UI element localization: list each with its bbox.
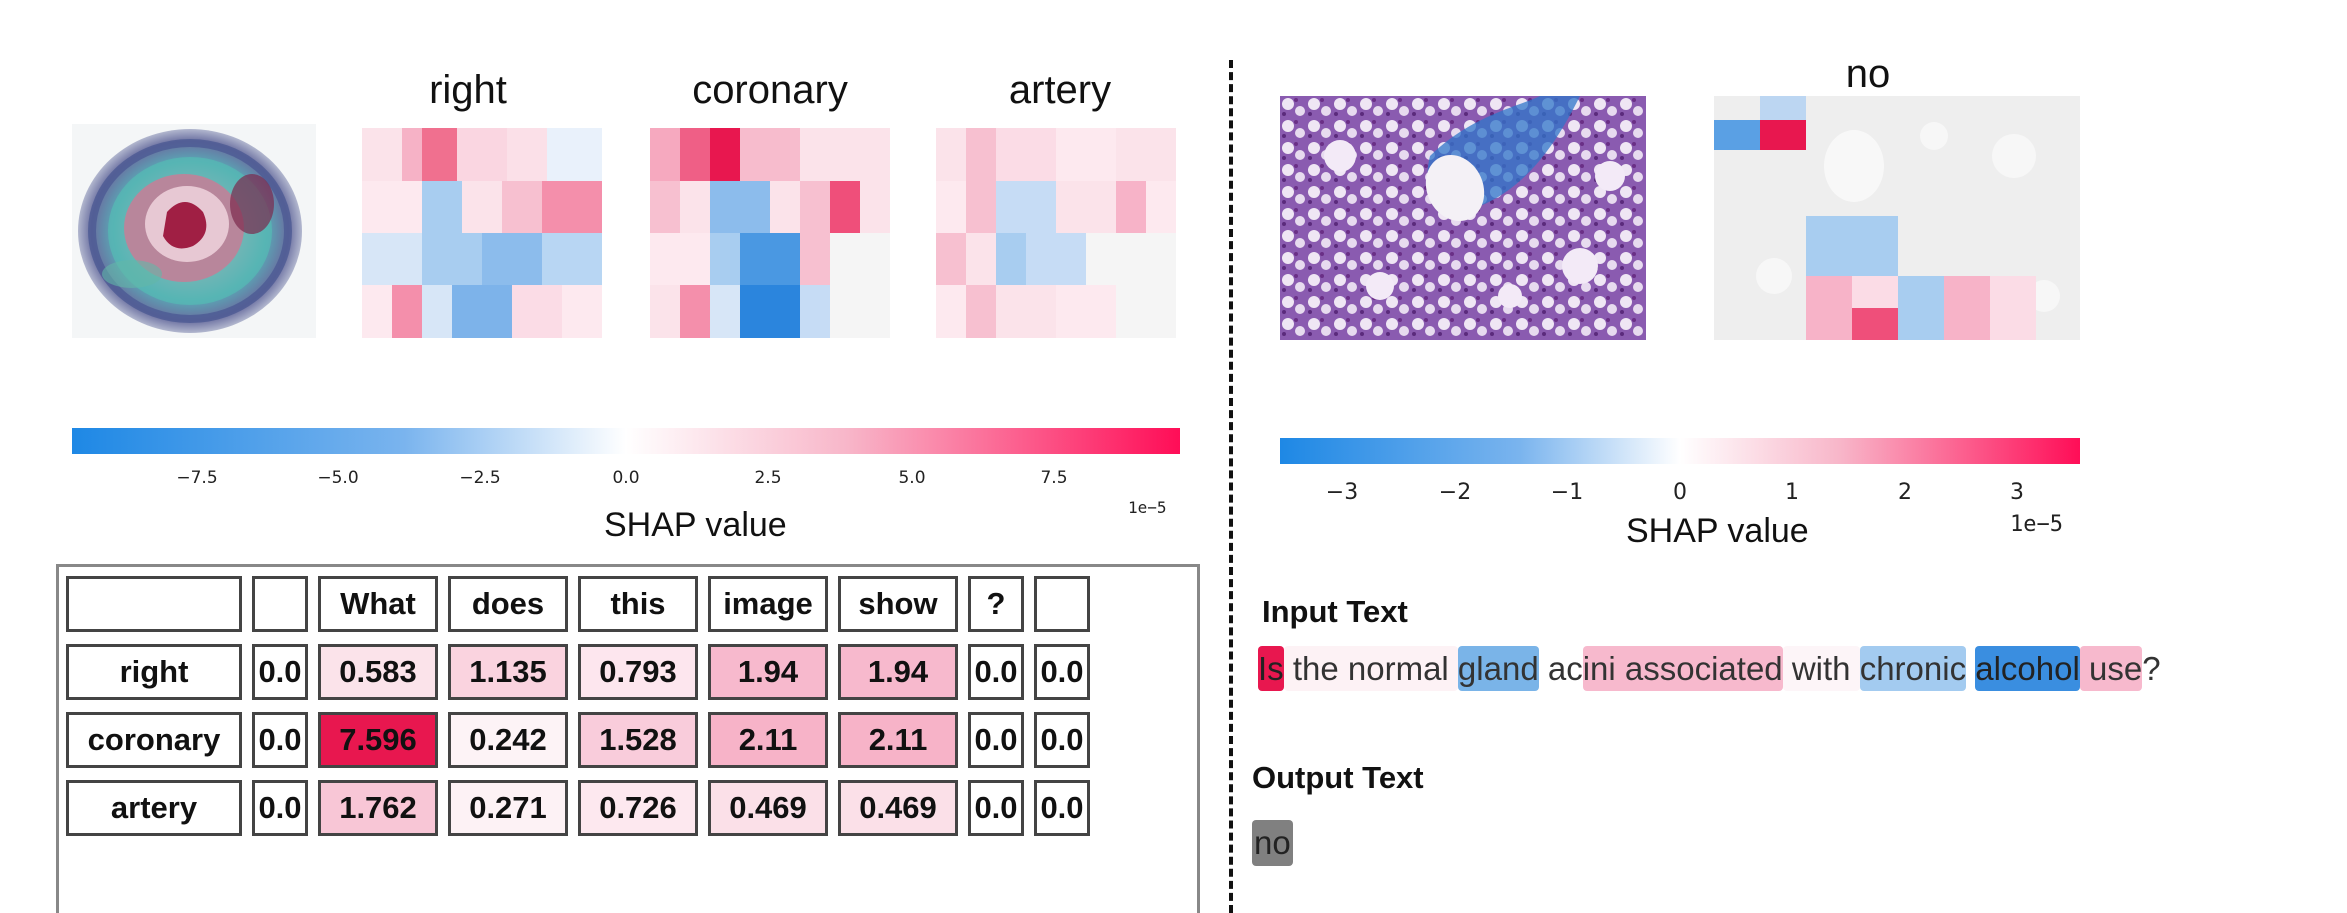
input-token: ? xyxy=(2142,646,2161,691)
colorbar-right-scale: 1e−5 xyxy=(2010,512,2063,537)
cbar-left-tick: 7.5 xyxy=(1040,468,1068,488)
input-token xyxy=(1966,646,1976,691)
input-token: Is xyxy=(1258,646,1284,691)
cbar-left-tick: −5.0 xyxy=(317,468,359,488)
token-title-right: right xyxy=(429,68,507,112)
colorbar-right-label: SHAP value xyxy=(1626,512,1809,550)
cbar-left-tick: 2.5 xyxy=(754,468,782,488)
table-header-cell: image xyxy=(708,576,828,632)
shap-table-frame xyxy=(56,564,1200,913)
table-cell: 0.469 xyxy=(708,780,828,836)
colorbar-left-label: SHAP value xyxy=(604,506,787,544)
table-header-cell xyxy=(1034,576,1090,632)
table-cell: 0.0 xyxy=(1034,780,1090,836)
table-cell: 0.469 xyxy=(838,780,958,836)
table-cell: 2.11 xyxy=(838,712,958,768)
table-row: right 0.0 0.583 1.135 0.793 1.94 1.94 0.… xyxy=(66,644,1090,700)
table-cell: 7.596 xyxy=(318,712,438,768)
input-token: use xyxy=(2079,646,2143,691)
colorbar-left-scale: 1e−5 xyxy=(1128,498,1167,517)
row-label: coronary xyxy=(66,712,242,768)
table-cell: 0.0 xyxy=(968,644,1024,700)
liver-histology-image xyxy=(1280,96,1646,340)
cbar-right-tick: 3 xyxy=(2010,480,2024,505)
table-cell: 1.528 xyxy=(578,712,698,768)
input-text-heading: Input Text xyxy=(1262,594,1408,629)
table-cell: 0.726 xyxy=(578,780,698,836)
colorbar-left xyxy=(72,428,1180,454)
heatmap-right xyxy=(362,128,602,338)
table-header-cell: this xyxy=(578,576,698,632)
shap-table: What does this image show ? right 0.0 0.… xyxy=(56,564,1100,848)
input-token: alcohol xyxy=(1975,646,2080,691)
table-cell: 0.0 xyxy=(252,780,308,836)
input-sentence: Is the normal gland acini associated wit… xyxy=(1258,646,2161,691)
table-header-cell: ? xyxy=(968,576,1024,632)
input-token: gland xyxy=(1457,646,1539,691)
heatmap-no xyxy=(1714,96,2080,340)
panel-divider xyxy=(1229,60,1233,913)
table-cell: 0.0 xyxy=(252,644,308,700)
row-label: artery xyxy=(66,780,242,836)
table-cell: 2.11 xyxy=(708,712,828,768)
input-token: with xyxy=(1782,646,1860,691)
cbar-right-tick: 0 xyxy=(1673,480,1687,505)
output-text-heading: Output Text xyxy=(1252,760,1424,795)
table-cell: 1.135 xyxy=(448,644,568,700)
cbar-right-tick: 1 xyxy=(1785,480,1799,505)
table-header-cell: show xyxy=(838,576,958,632)
table-cell: 0.0 xyxy=(968,780,1024,836)
input-token: chronic xyxy=(1859,646,1967,691)
table-row: artery 0.0 1.762 0.271 0.726 0.469 0.469… xyxy=(66,780,1090,836)
cbar-left-tick: 0.0 xyxy=(612,468,640,488)
heatmap-coronary xyxy=(650,128,890,338)
table-header-cell xyxy=(252,576,308,632)
table-header-row: What does this image show ? xyxy=(66,576,1090,632)
input-token: the normal xyxy=(1283,646,1458,691)
table-row: coronary 0.0 7.596 0.242 1.528 2.11 2.11… xyxy=(66,712,1090,768)
cbar-right-tick: −2 xyxy=(1438,480,1472,505)
table-header-cell xyxy=(66,576,242,632)
cbar-left-tick: −2.5 xyxy=(459,468,501,488)
table-cell: 0.583 xyxy=(318,644,438,700)
cbar-right-tick: −3 xyxy=(1325,480,1359,505)
table-cell: 0.793 xyxy=(578,644,698,700)
cbar-right-tick: 2 xyxy=(1898,480,1912,505)
cbar-left-tick: 5.0 xyxy=(898,468,926,488)
table-cell: 1.94 xyxy=(708,644,828,700)
table-cell: 0.271 xyxy=(448,780,568,836)
table-cell: 0.242 xyxy=(448,712,568,768)
cbar-left-tick: −7.5 xyxy=(176,468,218,488)
table-cell: 0.0 xyxy=(968,712,1024,768)
table-header-cell: What xyxy=(318,576,438,632)
heatmap-artery xyxy=(936,128,1176,338)
colorbar-right xyxy=(1280,438,2080,464)
table-header-cell: does xyxy=(448,576,568,632)
artery-histology-image xyxy=(72,124,316,338)
cbar-right-tick: −1 xyxy=(1550,480,1584,505)
input-token: ini associated xyxy=(1582,646,1783,691)
table-cell: 1.94 xyxy=(838,644,958,700)
table-cell: 0.0 xyxy=(252,712,308,768)
table-cell: 0.0 xyxy=(1034,644,1090,700)
row-label: right xyxy=(66,644,242,700)
token-title-artery: artery xyxy=(1008,68,1112,112)
table-cell: 0.0 xyxy=(1034,712,1090,768)
output-token: no xyxy=(1252,820,1293,866)
token-title-no: no xyxy=(1845,52,1891,96)
token-title-coronary: coronary xyxy=(692,68,848,112)
table-cell: 1.762 xyxy=(318,780,438,836)
input-token: ac xyxy=(1538,646,1583,691)
